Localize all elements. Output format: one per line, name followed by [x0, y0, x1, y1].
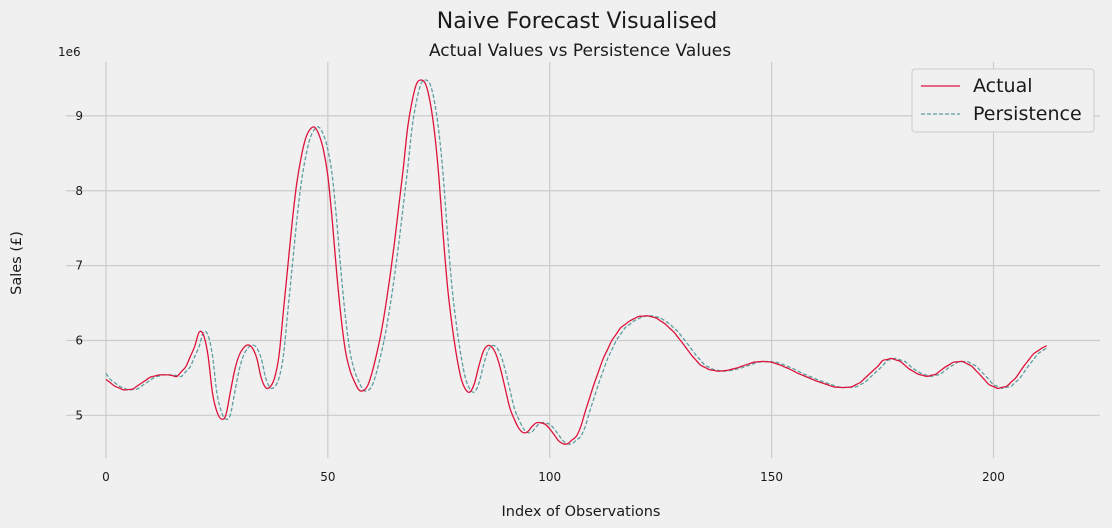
x-tick-label: 200 [982, 470, 1005, 484]
y-tick-label: 9 [75, 109, 83, 123]
series-layer [105, 79, 1048, 445]
actual-line [105, 79, 1048, 445]
y-offset-label: 1e6 [58, 45, 81, 59]
legend-actual-label: Actual [973, 75, 1033, 97]
x-tick-label: 100 [538, 470, 561, 484]
tick-labels: 0 50 100 150 200 5 6 7 8 9 [75, 109, 1005, 484]
x-tick-label: 0 [102, 470, 110, 484]
legend-box [911, 68, 1095, 133]
y-axis-label: Sales (£) [9, 231, 25, 295]
x-tick-label: 50 [320, 470, 335, 484]
legend-persistence-label: Persistence [973, 103, 1082, 125]
x-axis-label: Index of Observations [502, 504, 661, 520]
chart-title: Naive Forecast Visualised [437, 9, 717, 34]
y-tick-label: 7 [75, 259, 83, 273]
x-tick-label: 150 [760, 470, 783, 484]
y-tick-label: 8 [75, 184, 83, 198]
chart-subtitle: Actual Values vs Persistence Values [429, 41, 731, 61]
persistence-line [105, 79, 1048, 445]
legend: Actual Persistence [911, 68, 1095, 133]
y-tick-label: 5 [75, 408, 83, 422]
y-tick-label: 6 [75, 333, 83, 347]
